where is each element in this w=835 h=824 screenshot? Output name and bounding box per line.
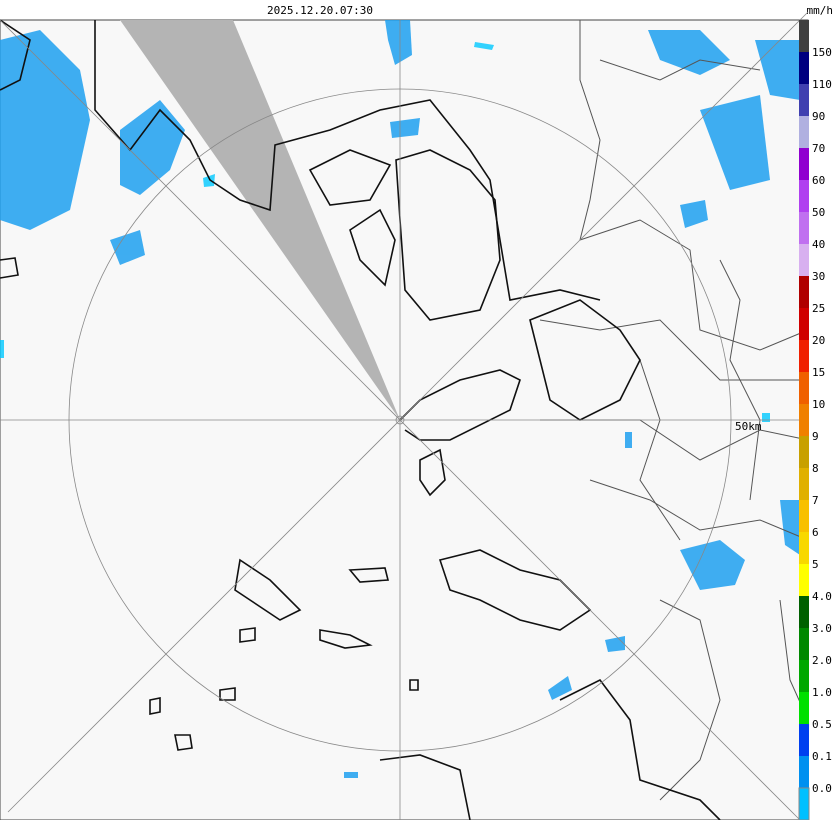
unit-label: mm/h	[807, 4, 834, 17]
legend-swatch	[799, 308, 809, 340]
legend-swatch	[799, 212, 809, 244]
legend-label: 4.0	[812, 590, 832, 603]
legend-label: 10	[812, 398, 825, 411]
legend-swatch	[799, 404, 809, 436]
rain-echoes	[0, 20, 800, 778]
blocked-sector	[120, 20, 400, 420]
legend-label: 0.0	[812, 782, 832, 795]
legend-label: 9	[812, 430, 819, 443]
legend-swatch	[799, 20, 809, 52]
legend-label: 0.1	[812, 750, 832, 763]
legend-label: 6	[812, 526, 819, 539]
legend-swatch	[799, 84, 809, 116]
legend-swatch	[799, 276, 809, 308]
legend-label: 2.0	[812, 654, 832, 667]
legend-label: 0.5	[812, 718, 832, 731]
legend-label: 7	[812, 494, 819, 507]
legend-label: 50	[812, 206, 825, 219]
legend-label: 40	[812, 238, 825, 251]
timestamp: 2025.12.20.07:30	[267, 4, 373, 17]
admin-borders	[539, 20, 809, 801]
legend-swatch	[799, 564, 809, 596]
legend-swatch	[799, 628, 809, 660]
legend-label: 3.0	[812, 622, 832, 635]
legend-label: 5	[812, 558, 819, 571]
legend-swatch	[799, 788, 809, 820]
legend-label: 60	[812, 174, 825, 187]
legend-swatch	[799, 724, 809, 756]
legend-swatch	[799, 436, 809, 468]
legend-swatch	[799, 500, 809, 532]
legend-swatch	[799, 244, 809, 276]
legend-swatch	[799, 148, 809, 180]
legend-label: 20	[812, 334, 825, 347]
legend-label: 90	[812, 110, 825, 123]
legend-label: 8	[812, 462, 819, 475]
legend-swatch	[799, 468, 809, 500]
legend-swatch	[799, 660, 809, 692]
coastline	[0, 19, 721, 821]
legend-swatch	[799, 340, 809, 372]
legend-swatch	[799, 692, 809, 724]
legend-label: 15	[812, 366, 825, 379]
legend-label: 70	[812, 142, 825, 155]
legend-swatch	[799, 532, 809, 564]
legend-label: 110	[812, 78, 832, 91]
range-label: 50km	[735, 420, 762, 433]
legend-label: 1.0	[812, 686, 832, 699]
legend-swatch	[799, 52, 809, 84]
map: 50km	[0, 11, 809, 821]
legend-swatch	[799, 116, 809, 148]
legend: 150 110 90 70 60 50 40 30 25 20 15 10 9 8 7 6 5 4.0 3.0 2.0…	[798, 20, 832, 821]
legend-swatch	[799, 596, 809, 628]
legend-label: 150	[812, 46, 832, 59]
legend-swatch	[799, 756, 809, 788]
legend-label: 25	[812, 302, 825, 315]
range-grid	[0, 11, 809, 821]
legend-swatch	[799, 372, 809, 404]
legend-label: 30	[812, 270, 825, 283]
legend-swatch	[799, 180, 809, 212]
